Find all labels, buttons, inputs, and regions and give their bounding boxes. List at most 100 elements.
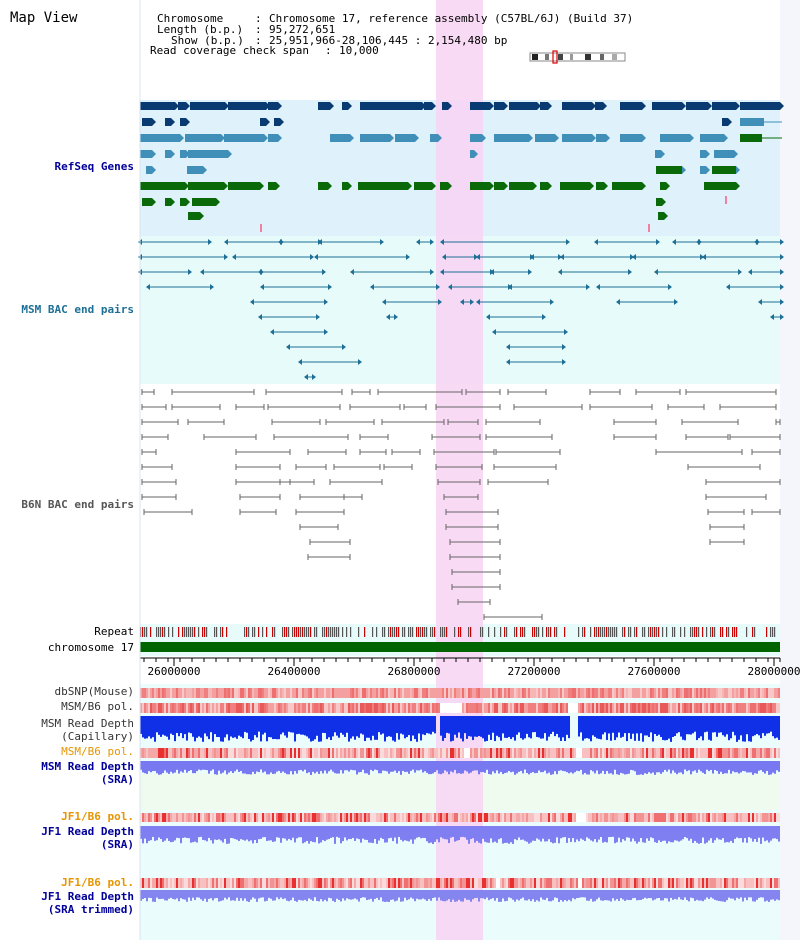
msm-b6-pol-strip <box>450 703 452 713</box>
msm-b6-pol-strip-2 <box>534 748 536 758</box>
msm-b6-pol-strip-2 <box>402 748 404 758</box>
msm-b6-pol-strip-2 <box>678 748 680 758</box>
dbsnp-strip <box>394 688 396 698</box>
jf1-b6-pol-strip <box>630 813 632 822</box>
jf1-b6-pol-strip-2 <box>618 878 620 888</box>
refseq-gene-arrow <box>724 134 728 142</box>
msm-b6-pol-strip-2 <box>504 748 506 758</box>
msm-depth-sra-bar <box>304 761 306 770</box>
msm-bac-pair-end <box>316 314 320 320</box>
jf1-b6-pol-strip-2 <box>160 878 162 888</box>
msm-b6-pol-strip-2 <box>506 748 508 758</box>
msm-bac-label[interactable]: MSM BAC end pairs <box>21 303 134 316</box>
msm-b6-pol-strip <box>594 703 596 713</box>
jf1-b6-pol-strip-2 <box>570 878 572 888</box>
repeat-element <box>214 627 216 637</box>
msm-b6-pol-strip <box>660 703 662 713</box>
msm-b6-pol-strip-2 <box>458 748 460 758</box>
msm-b6-pol-strip <box>196 703 198 713</box>
msm-b6-pol-strip <box>752 703 754 713</box>
msm-b6-pol-strip <box>748 703 750 713</box>
jf1-b6-pol-strip-2 <box>680 878 682 888</box>
jf1-b6-pol-strip-2 <box>446 878 448 888</box>
jf1-depth-trim-bar <box>462 890 464 902</box>
msm-depth-capillary-bar <box>670 716 672 742</box>
jf1-depth-trim-bar <box>704 890 706 900</box>
jf1-depth-sra-bar <box>762 826 764 838</box>
refseq-gene-arrow <box>280 118 284 126</box>
msm-depth-sra-bar <box>214 761 216 775</box>
msm-depth-capillary-bar <box>524 716 526 739</box>
jf1-b6-pol-strip <box>320 813 322 822</box>
jf1-depth-sra-bar <box>504 826 506 843</box>
jf1-depth-sra-bar <box>702 826 704 838</box>
jf1-b6-pol-strip <box>744 813 746 822</box>
jf1-depth-trim-bar <box>426 890 428 901</box>
jf1-b6-pol-strip-2 <box>166 878 168 888</box>
msm-bac-pair-end <box>780 239 784 245</box>
jf1-depth-trim-bar <box>394 890 396 902</box>
msm-depth-capillary-bar <box>520 716 522 739</box>
msm-b6-pol-strip-2 <box>212 748 214 758</box>
msm-depth-sra-bar <box>262 761 264 773</box>
msm-bac-pair-end <box>260 284 264 290</box>
jf1-depth-trim-bar <box>560 890 562 900</box>
msm-depth-sra-bar <box>246 761 248 775</box>
msm-b6-pol-strip <box>322 703 324 713</box>
jf1-depth-sra-bar <box>738 826 740 839</box>
msm-depth-sra-bar <box>594 761 596 774</box>
jf1-b6-pol-strip <box>692 813 694 822</box>
msm-depth-capillary-bar <box>666 716 668 741</box>
jf1-b6-pol-strip <box>566 813 568 822</box>
jf1-b6-pol-strip <box>530 813 532 822</box>
dbsnp-strip <box>202 688 204 698</box>
jf1-b6-pol-strip <box>638 813 640 822</box>
msm-bac-pair-end <box>440 239 444 245</box>
jf1-b6-pol-strip-2 <box>300 878 302 888</box>
msm-b6-pol-strip-2 <box>708 748 710 758</box>
jf1-depth-sra-bar <box>224 826 226 839</box>
msm-depth-sra-bar <box>570 761 572 773</box>
refseq-genes-label[interactable]: RefSeq Genes <box>54 160 134 173</box>
msm-depth-sra-bar <box>208 761 210 774</box>
jf1-b6-pol-strip-2 <box>180 878 182 888</box>
jf1-depth-trim-bar <box>756 890 758 900</box>
msm-b6-pol-strip-2 <box>422 748 424 758</box>
jf1-b6-pol-strip-2 <box>254 878 256 888</box>
msm-b6-pol-strip-2 <box>570 748 572 758</box>
msm-b6-pol-strip-2 <box>142 748 144 758</box>
jf1-b6-pol-strip <box>758 813 760 822</box>
msm-b6-pol-strip <box>228 703 230 713</box>
msm-b6-pol-strip <box>692 703 694 713</box>
msm-b6-pol-label: MSM/B6 pol. <box>61 700 134 713</box>
dbsnp-strip <box>354 688 356 698</box>
msm-depth-capillary-bar <box>346 716 348 733</box>
msm-depth-sra-bar <box>704 761 706 775</box>
msm-b6-pol-strip <box>358 703 360 713</box>
ideogram-band <box>532 54 538 60</box>
jf1-b6-pol-strip <box>332 813 334 822</box>
jf1-b6-pol-strip <box>642 813 644 822</box>
jf1-depth-sra-bar <box>144 826 146 839</box>
msm-b6-pol-strip <box>334 703 336 713</box>
msm-depth-sra-bar <box>368 761 370 775</box>
msm-b6-pol-strip-2 <box>548 748 550 758</box>
refseq-gene <box>342 102 348 110</box>
jf1-depth-sra-bar <box>240 826 242 840</box>
jf1-depth-sra-bar <box>590 826 592 841</box>
msm-b6-pol-strip <box>350 703 352 713</box>
jf1-b6-pol-strip-2 <box>272 878 274 888</box>
b6n-bac-label[interactable]: B6N BAC end pairs <box>21 498 134 511</box>
msm-bac-pair-end <box>780 284 784 290</box>
jf1-depth-trim-bar <box>326 890 328 902</box>
jf1-b6-pol-strip-2 <box>178 878 180 888</box>
msm-b6-pol-strip <box>176 703 178 713</box>
jf1-b6-pol-strip-2 <box>296 878 298 888</box>
jf1-depth-trim-bar <box>174 890 176 900</box>
dbsnp-strip <box>258 688 260 698</box>
msm-depth-capillary-bar <box>332 716 334 737</box>
dbsnp-strip <box>398 688 400 698</box>
jf1-b6-pol-strip-2 <box>600 878 602 888</box>
msm-b6-pol-strip <box>216 703 218 713</box>
msm-depth-sra-bar <box>576 761 578 771</box>
